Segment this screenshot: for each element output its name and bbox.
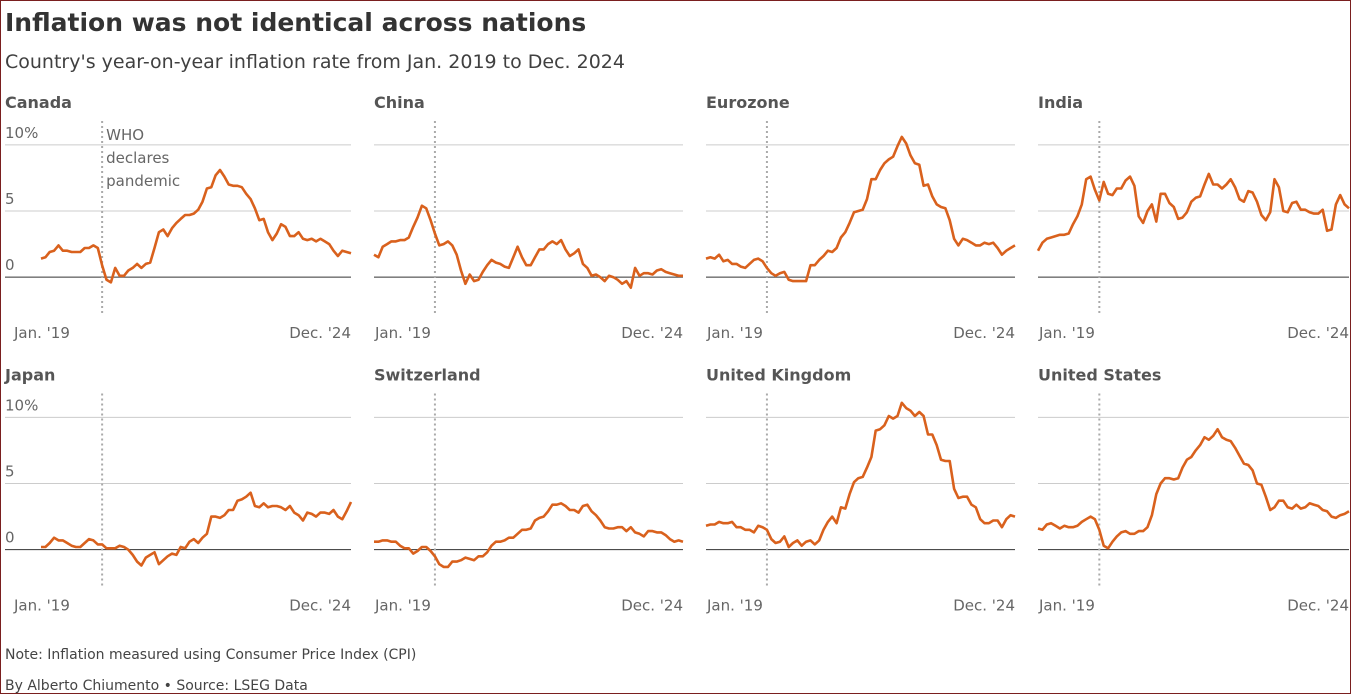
x-tick-label: Jan. '19 xyxy=(1038,597,1095,615)
x-tick-label: Jan. '19 xyxy=(13,324,70,342)
data-line xyxy=(40,168,352,284)
panel-title: Switzerland xyxy=(374,366,481,385)
panel-title: Eurozone xyxy=(706,93,790,112)
chart-subtitle: Country's year-on-year inflation rate fr… xyxy=(5,51,625,73)
y-tick-label: 5 xyxy=(5,190,15,208)
panel-title: United Kingdom xyxy=(706,366,851,385)
y-tick-label: 10% xyxy=(5,124,38,142)
y-tick-label: 0 xyxy=(5,529,15,547)
x-tick-label: Dec. '24 xyxy=(289,324,351,342)
x-tick-label: Jan. '19 xyxy=(374,324,431,342)
x-tick-label: Dec. '24 xyxy=(621,597,683,615)
annotation: pandemic xyxy=(106,172,180,190)
x-tick-label: Dec. '24 xyxy=(621,324,683,342)
x-tick-label: Dec. '24 xyxy=(953,597,1015,615)
data-line xyxy=(705,401,1016,549)
annotation: declares xyxy=(106,149,169,167)
data-line xyxy=(374,502,684,569)
data-line xyxy=(1036,172,1350,252)
x-tick-label: Dec. '24 xyxy=(1287,597,1349,615)
panel-title: Canada xyxy=(5,93,72,112)
y-tick-label: 0 xyxy=(5,256,15,274)
y-tick-label: 5 xyxy=(5,462,15,480)
x-tick-label: Jan. '19 xyxy=(1038,324,1095,342)
y-tick-label: 10% xyxy=(5,396,38,414)
panel-title: Japan xyxy=(4,366,55,385)
annotation: WHO xyxy=(106,126,144,144)
data-line xyxy=(1037,427,1350,550)
x-tick-label: Dec. '24 xyxy=(953,324,1015,342)
panel-title: United States xyxy=(1038,366,1161,385)
x-tick-label: Dec. '24 xyxy=(289,597,351,615)
source: By Alberto Chiumento • Source: LSEG Data xyxy=(5,678,308,694)
x-tick-label: Jan. '19 xyxy=(706,597,763,615)
data-line xyxy=(41,491,353,567)
note: Note: Inflation measured using Consumer … xyxy=(5,647,416,663)
chart-title: Inflation was not identical across natio… xyxy=(5,8,586,37)
x-tick-label: Dec. '24 xyxy=(1287,324,1349,342)
data-line xyxy=(705,135,1016,283)
panel-title: China xyxy=(374,93,425,112)
x-tick-label: Jan. '19 xyxy=(13,597,70,615)
x-tick-label: Jan. '19 xyxy=(374,597,431,615)
data-line xyxy=(373,204,683,289)
panel-title: India xyxy=(1038,93,1083,112)
x-tick-label: Jan. '19 xyxy=(706,324,763,342)
